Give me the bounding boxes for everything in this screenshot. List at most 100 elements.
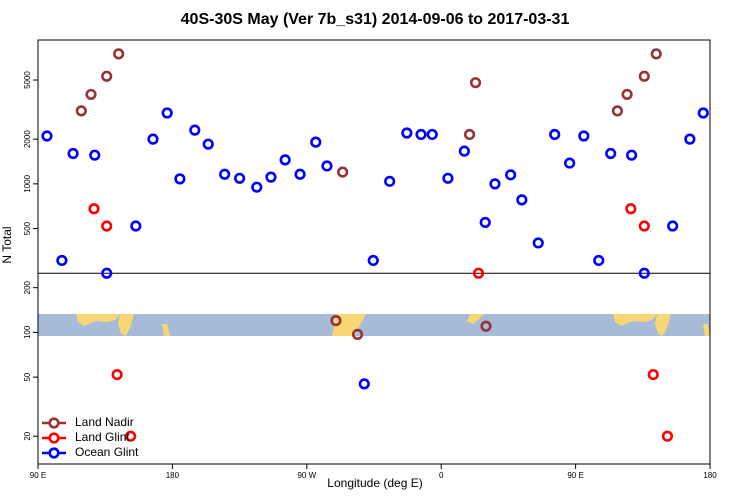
point: [480, 320, 492, 332]
legend-marker: [48, 432, 60, 444]
land: [118, 314, 134, 336]
point: [111, 368, 123, 381]
land: [655, 314, 671, 336]
point: [638, 267, 650, 279]
x-tick-label: 0: [439, 471, 444, 480]
point: [650, 48, 662, 60]
point: [67, 147, 79, 160]
point: [516, 194, 528, 206]
legend-marker: [48, 447, 60, 459]
point: [310, 136, 322, 148]
x-axis-label: Longitude (deg E): [327, 476, 422, 490]
point: [130, 220, 142, 232]
point: [667, 220, 679, 232]
point: [472, 267, 485, 279]
series: [41, 107, 709, 390]
y-tick-label: 200: [23, 280, 32, 294]
legend-label: Ocean Glint: [75, 445, 139, 459]
point: [85, 88, 97, 101]
point: [113, 48, 125, 60]
point: [479, 216, 491, 229]
land: [467, 314, 484, 324]
point: [101, 70, 113, 82]
x-tick-label: 90 W: [297, 471, 316, 480]
y-axis-label: N Total: [0, 226, 14, 263]
x-tick-label: 180: [703, 471, 717, 480]
point: [578, 130, 590, 142]
series: [88, 203, 674, 442]
point: [367, 254, 379, 267]
point: [189, 124, 201, 136]
point: [330, 315, 342, 327]
point: [251, 181, 263, 193]
y-tick-label: 5000: [23, 71, 32, 89]
land: [162, 324, 170, 336]
point: [647, 368, 659, 381]
point: [219, 168, 231, 180]
point: [279, 154, 291, 166]
point: [505, 169, 517, 181]
point: [88, 203, 100, 215]
point: [161, 107, 173, 119]
legend-label: Land Glint: [75, 430, 130, 444]
y-tick-label: 2000: [23, 130, 32, 148]
point: [549, 128, 561, 141]
point: [294, 168, 306, 180]
point: [202, 138, 214, 150]
point: [697, 107, 709, 119]
point: [321, 160, 333, 172]
point: [463, 128, 476, 141]
x-tick-label: 90 E: [30, 471, 46, 480]
point: [469, 77, 482, 89]
point: [638, 70, 650, 82]
y-tick-label: 100: [23, 325, 32, 339]
point: [426, 128, 438, 141]
point: [621, 88, 633, 101]
point: [147, 133, 159, 145]
land: [76, 314, 120, 326]
y-tick-label: 1000: [23, 174, 32, 192]
point: [56, 254, 68, 267]
chart-title: 40S-30S May (Ver 7b_s31) 2014-09-06 to 2…: [181, 11, 570, 28]
map-strip: [38, 314, 710, 336]
point: [265, 171, 277, 183]
point: [611, 105, 624, 117]
point: [564, 157, 576, 169]
plot-frame: [37, 39, 711, 465]
point: [234, 172, 246, 184]
point: [101, 267, 113, 279]
y-tick-label: 20: [23, 431, 32, 440]
x-tick-label: 180: [166, 471, 180, 480]
point: [384, 175, 396, 187]
point: [442, 172, 454, 184]
point: [41, 130, 53, 142]
point: [489, 178, 501, 190]
point: [358, 378, 370, 390]
point: [684, 133, 696, 145]
point: [401, 127, 413, 139]
point: [124, 430, 137, 442]
series: [75, 48, 662, 340]
point: [593, 254, 605, 267]
point: [75, 105, 87, 117]
x-tick-label: 90 E: [567, 471, 583, 480]
land: [613, 314, 657, 326]
legend-label: Land Nadir: [75, 415, 134, 429]
land: [703, 324, 710, 336]
point: [661, 430, 674, 442]
point: [174, 173, 186, 185]
ocean-band: [38, 314, 710, 336]
y-tick-label: 50: [23, 372, 32, 381]
point: [351, 328, 364, 340]
point: [415, 128, 427, 141]
point: [625, 203, 637, 215]
legend-marker: [48, 417, 60, 429]
point: [638, 220, 650, 232]
point: [89, 149, 101, 161]
point: [605, 147, 617, 160]
point: [101, 220, 113, 232]
y-tick-label: 500: [23, 221, 32, 235]
point: [337, 166, 349, 178]
